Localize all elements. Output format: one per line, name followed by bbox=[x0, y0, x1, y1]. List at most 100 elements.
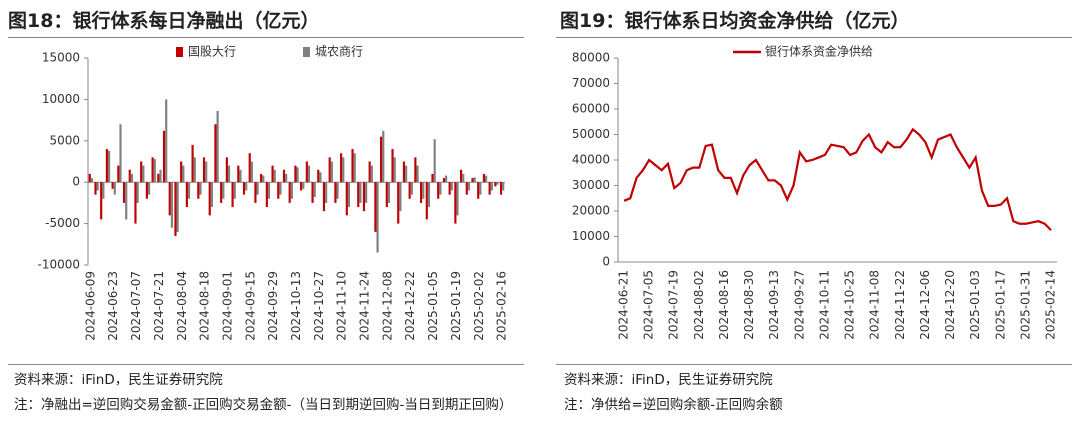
bar bbox=[231, 182, 234, 208]
x-tick-label: 2024-08-30 bbox=[742, 270, 756, 340]
bar bbox=[254, 182, 257, 203]
bar bbox=[193, 157, 196, 183]
bar bbox=[262, 175, 265, 183]
bar bbox=[477, 182, 480, 199]
bar bbox=[202, 157, 206, 183]
bar bbox=[90, 178, 94, 183]
bar bbox=[328, 157, 331, 183]
y-tick-label: 30000 bbox=[572, 178, 610, 192]
bar bbox=[305, 161, 308, 183]
bar bbox=[353, 153, 356, 183]
bar bbox=[142, 165, 145, 183]
bar bbox=[499, 182, 503, 195]
x-tick-label: 2024-08-04 bbox=[175, 271, 189, 341]
bar bbox=[340, 153, 343, 183]
bar bbox=[437, 182, 440, 199]
bar bbox=[225, 157, 228, 183]
bar bbox=[393, 157, 396, 183]
bar bbox=[214, 124, 217, 183]
x-tick-label: 2024-06-21 bbox=[617, 270, 631, 340]
bar bbox=[208, 182, 211, 216]
note: 注：净供给=逆回购余额-正回购余额 bbox=[564, 397, 783, 413]
bar bbox=[502, 182, 505, 191]
y-tick-label: 15000 bbox=[42, 51, 80, 65]
bar bbox=[151, 157, 154, 183]
x-tick-label: 2024-12-20 bbox=[943, 270, 957, 340]
x-tick-label: 2024-10-25 bbox=[843, 270, 857, 340]
x-tick-label: 2025-01-05 bbox=[426, 271, 440, 341]
bar bbox=[237, 165, 240, 183]
x-tick-label: 2024-07-07 bbox=[129, 271, 143, 341]
rule bbox=[8, 364, 524, 365]
bar bbox=[454, 182, 457, 224]
bar bbox=[425, 182, 428, 220]
x-tick-label: 2024-09-15 bbox=[243, 271, 257, 341]
bar bbox=[300, 182, 303, 191]
bar bbox=[427, 182, 431, 208]
legend-swatch bbox=[303, 47, 310, 57]
bar bbox=[467, 182, 471, 191]
bar bbox=[267, 182, 271, 199]
bar bbox=[187, 182, 191, 199]
x-tick-label: 2024-06-09 bbox=[83, 271, 97, 341]
bar bbox=[385, 182, 388, 208]
y-tick-label: 50000 bbox=[572, 127, 610, 141]
bar bbox=[248, 153, 251, 183]
bar bbox=[459, 169, 463, 183]
bar bbox=[420, 182, 423, 203]
x-tick-label: 2024-09-29 bbox=[266, 271, 280, 341]
bar bbox=[485, 175, 488, 183]
bar bbox=[410, 182, 413, 195]
bar bbox=[351, 149, 354, 183]
bar bbox=[479, 182, 482, 195]
bar bbox=[102, 182, 105, 199]
bar bbox=[416, 165, 419, 183]
bar bbox=[100, 182, 103, 220]
bar bbox=[357, 182, 360, 208]
bar bbox=[445, 175, 448, 183]
bar bbox=[296, 167, 299, 183]
bar bbox=[271, 165, 274, 183]
x-tick-label: 2025-01-31 bbox=[1018, 270, 1032, 340]
bar bbox=[336, 182, 339, 199]
x-tick-label: 2024-12-06 bbox=[918, 270, 932, 340]
x-tick-label: 2024-07-05 bbox=[642, 270, 656, 340]
chart-title: 图19：银行体系日均资金净供给（亿元） bbox=[560, 10, 910, 32]
bar bbox=[140, 161, 143, 183]
bar bbox=[433, 139, 436, 183]
bar bbox=[408, 182, 411, 199]
bar bbox=[125, 182, 128, 220]
bar bbox=[145, 182, 148, 199]
bar bbox=[182, 165, 185, 183]
bar bbox=[180, 161, 183, 183]
x-tick-label: 2024-10-11 bbox=[817, 270, 831, 340]
bar bbox=[113, 182, 116, 195]
bar bbox=[322, 182, 326, 212]
x-tick-label: 2024-12-22 bbox=[403, 271, 417, 341]
bar bbox=[462, 173, 465, 183]
bar bbox=[490, 182, 493, 191]
rule bbox=[8, 37, 524, 38]
bar bbox=[439, 182, 442, 195]
y-tick-label: 70000 bbox=[572, 76, 610, 90]
bar bbox=[456, 182, 459, 216]
bar bbox=[365, 182, 368, 203]
bar bbox=[162, 130, 166, 183]
bar bbox=[210, 182, 213, 208]
bar bbox=[382, 130, 385, 183]
x-tick-label: 2024-07-21 bbox=[152, 271, 166, 341]
x-tick-label: 2024-07-19 bbox=[667, 270, 681, 340]
x-tick-label: 2024-08-02 bbox=[692, 270, 706, 340]
x-tick-label: 2024-09-13 bbox=[767, 270, 781, 340]
bar bbox=[282, 169, 286, 183]
bar bbox=[250, 161, 253, 183]
bar bbox=[119, 124, 122, 183]
bar bbox=[471, 178, 474, 183]
bar bbox=[88, 173, 91, 183]
bar bbox=[199, 182, 202, 195]
y-tick-label: -5000 bbox=[45, 216, 80, 230]
bar bbox=[482, 173, 486, 183]
bar bbox=[405, 165, 408, 183]
